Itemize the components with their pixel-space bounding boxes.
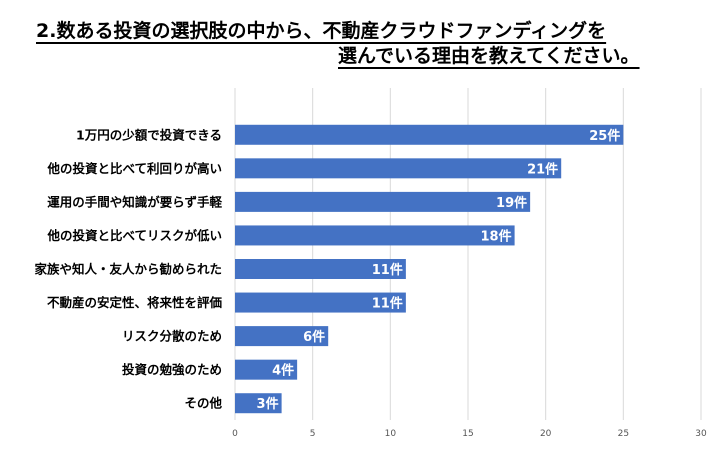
category-label: 家族や知人・友人から勧められた — [34, 262, 222, 277]
data-label: 11件 — [372, 262, 403, 278]
bar — [235, 393, 282, 414]
category-label: 不動産の安定性、将来性を評価 — [47, 295, 223, 310]
bar — [235, 124, 624, 145]
x-tick-label: 20 — [540, 429, 552, 439]
x-tick-label: 25 — [618, 429, 629, 439]
category-label: 他の投資と比べてリスクが低い — [46, 228, 222, 243]
bar — [235, 158, 562, 179]
x-tick-label: 5 — [310, 429, 316, 439]
category-label: 1万円の少額で投資できる — [76, 127, 222, 142]
x-tick-label: 15 — [462, 429, 473, 439]
data-label: 3件 — [257, 396, 279, 412]
data-label: 21件 — [527, 161, 558, 177]
category-label: その他 — [184, 396, 222, 411]
x-tick-label: 0 — [232, 429, 238, 439]
bar — [235, 326, 329, 347]
x-tick-label: 30 — [695, 429, 707, 439]
bar — [235, 225, 515, 246]
data-label: 19件 — [496, 195, 527, 211]
bar — [235, 359, 298, 380]
data-label: 6件 — [303, 329, 325, 345]
data-label: 18件 — [481, 228, 512, 244]
data-label: 11件 — [372, 296, 403, 312]
category-label: 投資の勉強のため — [122, 362, 222, 377]
data-label: 4件 — [272, 363, 294, 379]
bar — [235, 191, 531, 212]
category-label: 他の投資と比べて利回りが高い — [46, 161, 222, 176]
data-label: 25件 — [589, 128, 620, 144]
category-label: リスク分散のため — [122, 329, 222, 344]
bar — [235, 259, 406, 279]
chart-title-line-1: 2.数ある投資の選択肢の中から、不動産クラウドファンディングを — [36, 20, 607, 42]
category-label: 運用の手間や知識が要らず手軽 — [47, 194, 222, 209]
chart-title-line-2: 選んでいる理由を教えてください。 — [338, 45, 640, 67]
bar — [235, 292, 406, 313]
x-tick-label: 10 — [385, 429, 397, 439]
